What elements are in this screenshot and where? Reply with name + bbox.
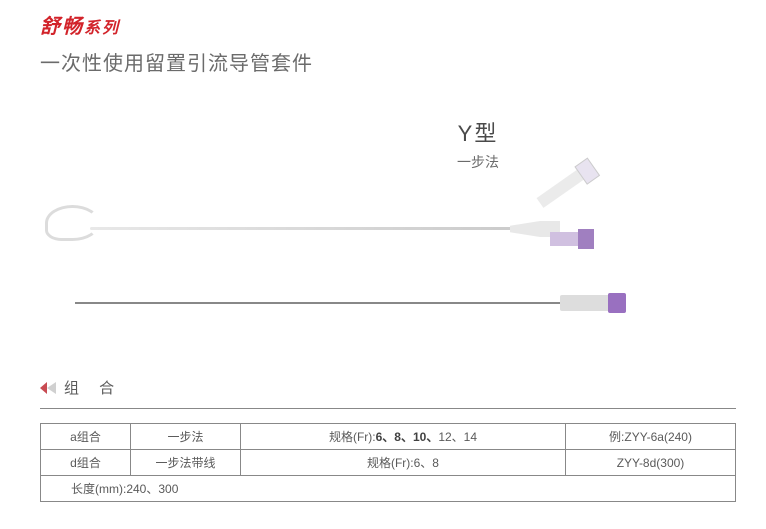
model-method: 一步法 [220,152,736,172]
needle-line-shape [75,302,565,304]
product-illustration [40,187,736,337]
series-main: 舒畅 [40,16,84,38]
length-cell: 长度(mm):240、300 [41,476,736,502]
catheter-line-shape [90,227,560,230]
example-cell: 例:ZYY-6a(240) [566,424,736,450]
table-row: d组合 一步法带线 规格(Fr):6、8 ZYY-8d(300) [41,450,736,476]
method-cell: 一步法带线 [131,450,241,476]
combo-cell: d组合 [41,450,131,476]
section-label: 组 合 [64,377,122,398]
model-type: Y型 [220,116,736,148]
method-cell: 一步法 [131,424,241,450]
needle-cap-shape [608,293,626,313]
catheter-hub [500,197,630,267]
needle-hub-shape [560,295,610,311]
example-cell: ZYY-8d(300) [566,450,736,476]
spec-table: a组合 一步法 规格(Fr):6、8、10、12、14 例:ZYY-6a(240… [40,423,736,502]
spec-cell: 规格(Fr):6、8 [241,450,566,476]
table-row: a组合 一步法 规格(Fr):6、8、10、12、14 例:ZYY-6a(240… [41,424,736,450]
section-header: 组 合 [40,377,736,398]
table-row: 长度(mm):240、300 [41,476,736,502]
combo-cell: a组合 [41,424,131,450]
series-sub: 系列 [84,20,120,37]
spec-cell: 规格(Fr):6、8、10、12、14 [241,424,566,450]
model-section: Y型 一步法 [220,116,736,172]
catheter-loop-shape [45,205,100,241]
series-title: 舒畅系列 [40,10,736,39]
bullet-icon [40,381,56,395]
product-name: 一次性使用留置引流导管套件 [40,47,736,76]
divider [40,408,736,409]
